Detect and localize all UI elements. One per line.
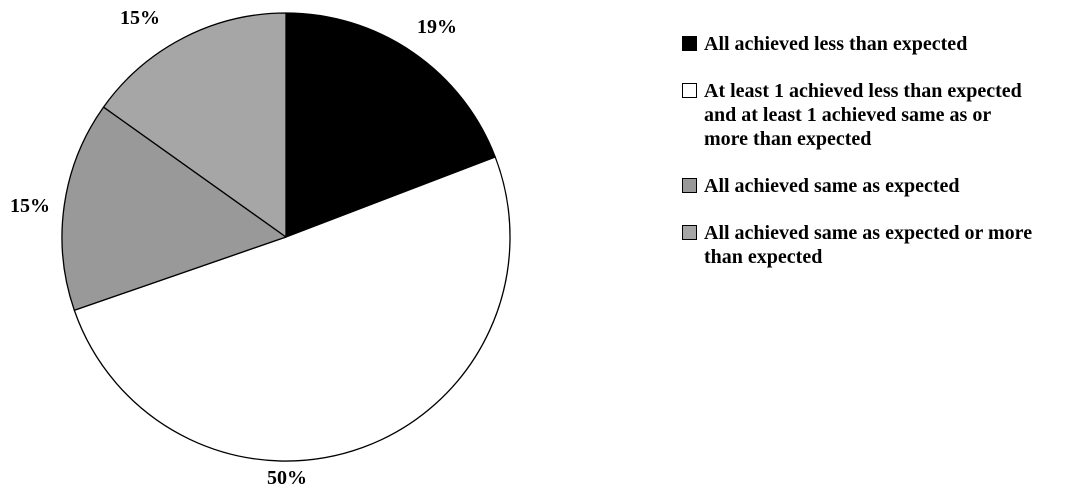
legend-label-all-same: All achieved same as expected <box>704 175 960 197</box>
pie-slice-all-same <box>61 106 287 311</box>
legend-item-mixed: At least 1 achieved less than expected a… <box>682 79 1062 151</box>
slice-label-all-same: 15% <box>10 195 50 217</box>
legend-swatch-all-same-or-more <box>682 225 697 240</box>
legend-item-all-less: All achieved less than expected <box>682 32 1062 56</box>
slice-label-all-same-or-more: 15% <box>120 7 160 29</box>
slice-label-all-less: 19% <box>417 16 457 38</box>
legend-item-all-same-or-more: All achieved same as expected or more th… <box>682 221 1062 269</box>
legend-label-all-less: All achieved less than expected <box>704 33 968 55</box>
legend: All achieved less than expected At least… <box>682 32 1062 292</box>
pie-slice-all-same-or-more <box>102 12 287 238</box>
pie-slice-mixed <box>73 156 511 462</box>
legend-label-all-same-or-more: All achieved same as expected or more th… <box>704 222 1033 268</box>
legend-swatch-all-same <box>682 178 697 193</box>
legend-swatch-mixed <box>682 83 697 98</box>
legend-item-all-same: All achieved same as expected <box>682 174 1062 198</box>
pie-slice-all-less <box>285 12 496 238</box>
slice-label-mixed: 50% <box>267 467 307 489</box>
legend-swatch-all-less <box>682 36 697 51</box>
pie-plot-area <box>61 12 511 462</box>
legend-label-mixed: At least 1 achieved less than expected a… <box>704 80 1022 150</box>
